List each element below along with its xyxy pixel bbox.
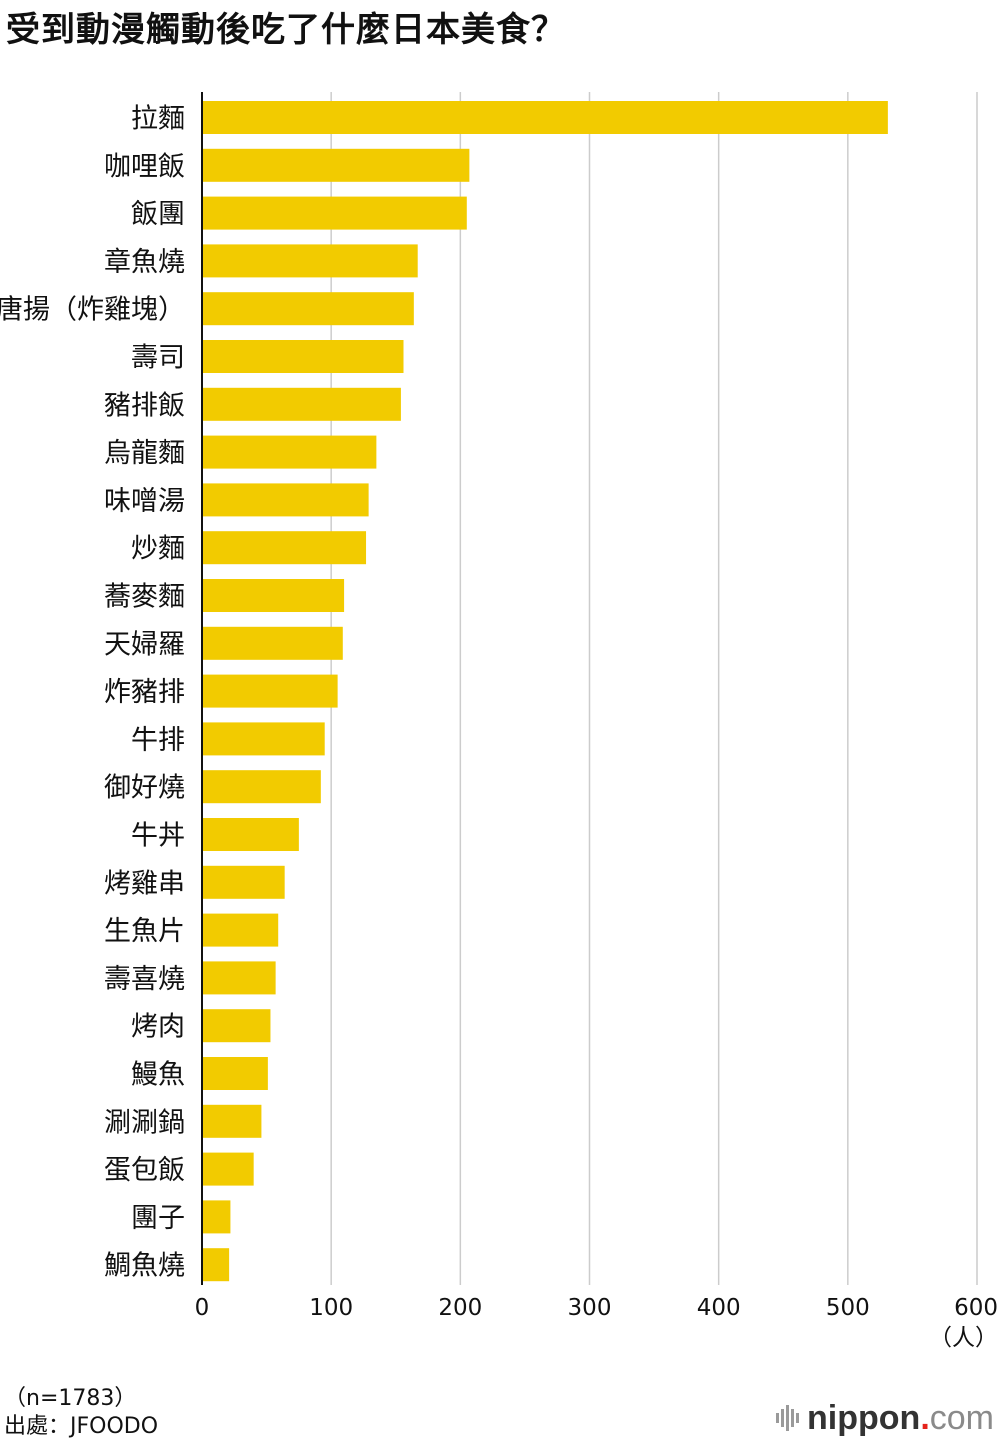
bar: [203, 435, 377, 469]
category-label: 生魚片: [104, 916, 185, 947]
category-label: 御好燒: [104, 773, 185, 804]
bar: [203, 913, 279, 947]
category-label: 天婦羅: [104, 629, 185, 660]
bar: [203, 770, 321, 804]
x-tick-label: 600: [954, 1295, 998, 1321]
bar: [203, 626, 343, 660]
bar: [203, 340, 404, 373]
bar: [203, 148, 470, 182]
brand-tld: com: [929, 1398, 994, 1437]
category-label: 豬排飯: [104, 390, 185, 421]
category-label: 飯團: [131, 199, 185, 230]
bar: [203, 1009, 271, 1043]
bar: [203, 818, 299, 851]
bar: [203, 292, 414, 326]
bar: [203, 865, 285, 899]
category-label: 味噌湯: [104, 486, 185, 517]
source-note: 出處：JFOODO: [4, 1414, 159, 1439]
bar: [203, 244, 418, 278]
bar: [203, 531, 367, 565]
x-tick-label: 200: [438, 1295, 482, 1321]
brand-name: nippon: [807, 1398, 921, 1437]
category-label: 鰻魚: [131, 1060, 185, 1091]
category-label: 唐揚（炸雞塊）: [0, 295, 185, 326]
bar: [203, 1057, 268, 1090]
bar: [203, 483, 369, 517]
x-tick-label: 100: [309, 1295, 353, 1321]
chart-title: 受到動漫觸動後吃了什麼日本美食？: [6, 10, 566, 50]
sample-size-note: （n=1783）: [4, 1386, 137, 1411]
category-label: 壽司: [131, 343, 185, 374]
bar: [203, 1104, 262, 1138]
bar: [203, 196, 467, 230]
bar: [203, 1152, 254, 1186]
bar: [203, 579, 345, 612]
bar: [203, 674, 338, 708]
category-label: 烤雞串: [104, 868, 185, 899]
sound-bars-icon: [776, 1405, 800, 1431]
bar: [203, 387, 401, 421]
x-tick-label: 400: [697, 1295, 741, 1321]
category-label: 蛋包飯: [104, 1155, 185, 1186]
category-label: 團子: [131, 1203, 185, 1234]
category-label: 咖哩飯: [104, 151, 185, 182]
category-label: 牛丼: [131, 821, 185, 852]
category-label: 炸豬排: [104, 677, 185, 708]
bar: [203, 101, 888, 134]
bar: [203, 1200, 231, 1234]
nippon-logo: nippon. com: [776, 1398, 994, 1438]
category-label: 涮涮鍋: [104, 1107, 185, 1138]
category-label: 壽喜燒: [104, 964, 185, 995]
x-axis-unit: （人）: [929, 1325, 998, 1351]
x-tick-label: 0: [195, 1295, 210, 1321]
category-label: 烏龍麵: [104, 438, 185, 469]
category-label: 鯛魚燒: [104, 1251, 185, 1282]
category-label: 章魚燒: [104, 247, 185, 278]
x-tick-label: 300: [568, 1295, 612, 1321]
category-label: 牛排: [131, 725, 185, 756]
brand-dot: .: [920, 1398, 930, 1437]
bar: [203, 722, 325, 756]
bar: [203, 961, 276, 995]
category-label: 蕎麥麵: [104, 582, 185, 613]
category-label: 拉麵: [131, 104, 185, 135]
category-label: 烤肉: [131, 1012, 185, 1043]
category-label: 炒麵: [131, 534, 185, 565]
x-tick-label: 500: [826, 1295, 870, 1321]
bar: [203, 1248, 230, 1282]
